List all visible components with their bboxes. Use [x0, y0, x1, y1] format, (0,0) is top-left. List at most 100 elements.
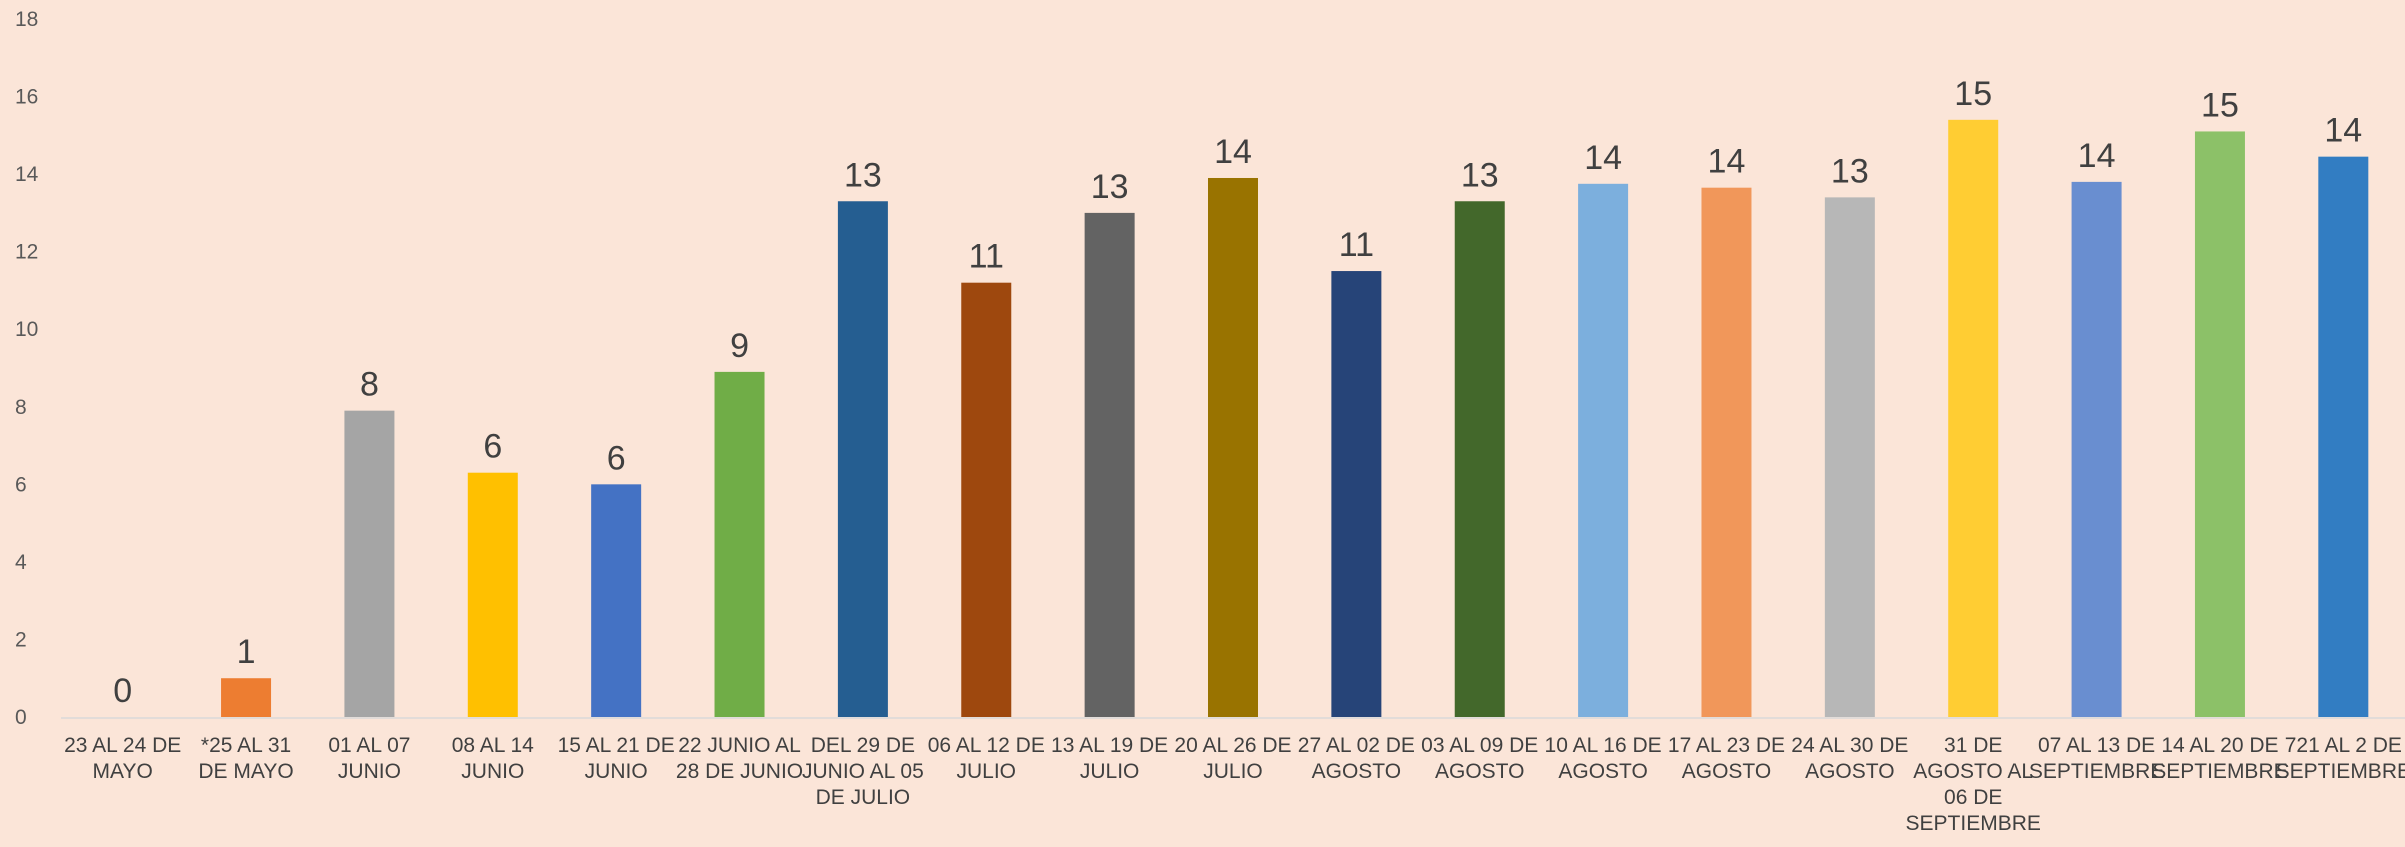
- data-label: 14: [2078, 137, 2116, 175]
- x-tick-label: 08 AL 14 JUNIO: [452, 734, 534, 783]
- x-tick-label-line: JULIO: [957, 760, 1017, 783]
- data-label: 13: [1831, 152, 1869, 190]
- bar: [1454, 201, 1505, 717]
- x-tick-label-line: DE JULIO: [816, 786, 911, 809]
- x-tick-label: *25 AL 31 DE MAYO: [198, 734, 293, 783]
- bar: [2194, 131, 2245, 717]
- x-tick-label: 721 AL 2 DE SEPTIEMBRE: [2276, 734, 2405, 783]
- y-tick-label: 2: [15, 628, 27, 651]
- x-tick-label-line: JUNIO: [338, 760, 401, 783]
- x-tick-label: 13 AL 19 DE JULIO: [1051, 734, 1168, 783]
- y-tick-label: 6: [15, 473, 27, 496]
- bar: [1824, 197, 1875, 717]
- x-tick-label-line: AGOSTO: [1435, 760, 1524, 783]
- data-label: 14: [1708, 143, 1746, 181]
- x-tick-label-line: SEPTIEMBRE: [2152, 760, 2287, 783]
- data-label: 0: [113, 672, 132, 710]
- data-label: 6: [483, 428, 502, 466]
- x-tick-label-line: 22 JUNIO AL: [678, 734, 801, 757]
- data-label: 14: [1584, 139, 1622, 177]
- x-tick-label: 23 AL 24 DE MAYO: [64, 734, 181, 783]
- data-label: 14: [1214, 133, 1252, 171]
- data-label: 13: [1091, 168, 1129, 206]
- data-label: 6: [607, 439, 626, 477]
- x-tick-label: 20 AL 26 DE JULIO: [1174, 734, 1291, 783]
- x-tick-label: 27 AL 02 DE AGOSTO: [1298, 734, 1415, 783]
- data-label: 13: [1461, 156, 1499, 194]
- x-tick-label: 01 AL 07 JUNIO: [328, 734, 410, 783]
- x-tick-label-line: SEPTIEMBRE: [2276, 760, 2405, 783]
- data-label: 14: [2324, 112, 2362, 150]
- x-tick-label-line: DEL 29 DE: [811, 734, 915, 757]
- bar: [1701, 187, 1752, 717]
- data-label: 11: [969, 238, 1004, 276]
- x-tick-label: 24 AL 30 DE AGOSTO: [1791, 734, 1908, 783]
- bar: [467, 472, 518, 717]
- y-tick-label: 10: [15, 318, 38, 341]
- x-tick-label: 31 DE AGOSTO AL 06 DE SEPTIEMBRE: [1906, 734, 2041, 835]
- bar: [2071, 181, 2122, 717]
- x-tick-label-line: 07 AL 13 DE: [2038, 734, 2155, 757]
- x-tick-label-line: JUNIO AL 05: [802, 760, 924, 783]
- x-tick-label-line: AGOSTO: [1558, 760, 1647, 783]
- data-label: 1: [237, 633, 256, 671]
- data-label: 9: [730, 327, 749, 365]
- x-tick-label-line: 17 AL 23 DE: [1668, 734, 1785, 757]
- data-label: 13: [844, 156, 882, 194]
- x-tick-label-line: SEPTIEMBRE: [2029, 760, 2164, 783]
- x-tick-label: 03 AL 09 DE AGOSTO: [1421, 734, 1538, 783]
- x-tick-label-line: 28 DE JUNIO: [676, 760, 803, 783]
- x-tick-label-line: 06 DE: [1944, 786, 2002, 809]
- x-tick-label-line: AGOSTO: [1682, 760, 1771, 783]
- x-tick-label-line: AGOSTO: [1312, 760, 1401, 783]
- bar: [1578, 183, 1629, 718]
- x-tick-label: 15 AL 21 DE JUNIO: [558, 734, 675, 783]
- x-tick-label-line: 20 AL 26 DE: [1174, 734, 1291, 757]
- bar: [1208, 177, 1258, 717]
- y-tick-label: 14: [15, 163, 39, 186]
- x-tick-label-line: 15 AL 21 DE: [558, 734, 675, 757]
- bar: [1948, 119, 1999, 718]
- x-tick-label: 14 AL 20 DE SEPTIEMBRE: [2152, 734, 2287, 783]
- x-tick-label-line: JULIO: [1080, 760, 1140, 783]
- data-label: 8: [360, 366, 379, 404]
- bar: [2318, 156, 2369, 717]
- x-tick-label-line: 23 AL 24 DE: [64, 734, 181, 757]
- bar: [1331, 271, 1382, 717]
- x-tick-label-line: JUNIO: [585, 760, 648, 783]
- x-tick-label-line: 24 AL 30 DE: [1791, 734, 1908, 757]
- x-tick-label: 22 JUNIO AL 28 DE JUNIO: [676, 734, 803, 783]
- x-tick-label: 17 AL 23 DE AGOSTO: [1668, 734, 1785, 783]
- data-label: 11: [1339, 226, 1374, 264]
- x-tick-label-line: 13 AL 19 DE: [1051, 734, 1168, 757]
- x-tick-label-line: 06 AL 12 DE: [928, 734, 1045, 757]
- x-tick-label: 07 AL 13 DE SEPTIEMBRE: [2029, 734, 2164, 783]
- x-tick-label-line: 10 AL 16 DE: [1545, 734, 1662, 757]
- x-tick-label-line: DE MAYO: [198, 760, 293, 783]
- x-tick-label-line: JUNIO: [461, 760, 524, 783]
- x-tick-label: 06 AL 12 DE JULIO: [928, 734, 1045, 783]
- data-label: 15: [1954, 75, 1992, 113]
- y-tick-label: 18: [15, 8, 38, 31]
- x-tick-label-line: MAYO: [93, 760, 153, 783]
- x-tick-label-line: *25 AL 31: [201, 734, 291, 757]
- bar: [1084, 212, 1135, 717]
- bar: [344, 410, 395, 717]
- x-axis: 23 AL 24 DE MAYO *25 AL 31 DE MAYO 01 AL 07 J…: [64, 734, 2405, 835]
- bars: [221, 119, 2369, 718]
- x-tick-label-line: AGOSTO AL: [1913, 760, 2033, 783]
- x-tick-label-line: 01 AL 07: [328, 734, 410, 757]
- y-axis: 0 2 4 6 8 10 12 14 16 18: [15, 8, 39, 729]
- y-tick-label: 12: [15, 241, 38, 264]
- x-tick-label: DEL 29 DE JUNIO AL 05 DE JULIO: [802, 734, 924, 809]
- x-tick-label-line: JULIO: [1203, 760, 1263, 783]
- x-tick-label-line: SEPTIEMBRE: [1906, 812, 2041, 835]
- bar: [591, 484, 642, 717]
- bar: [961, 282, 1012, 717]
- bar: [837, 201, 888, 717]
- y-tick-label: 16: [15, 86, 38, 109]
- y-tick-label: 0: [15, 706, 27, 729]
- x-tick-label-line: 31 DE: [1944, 734, 2002, 757]
- y-tick-label: 4: [15, 551, 27, 574]
